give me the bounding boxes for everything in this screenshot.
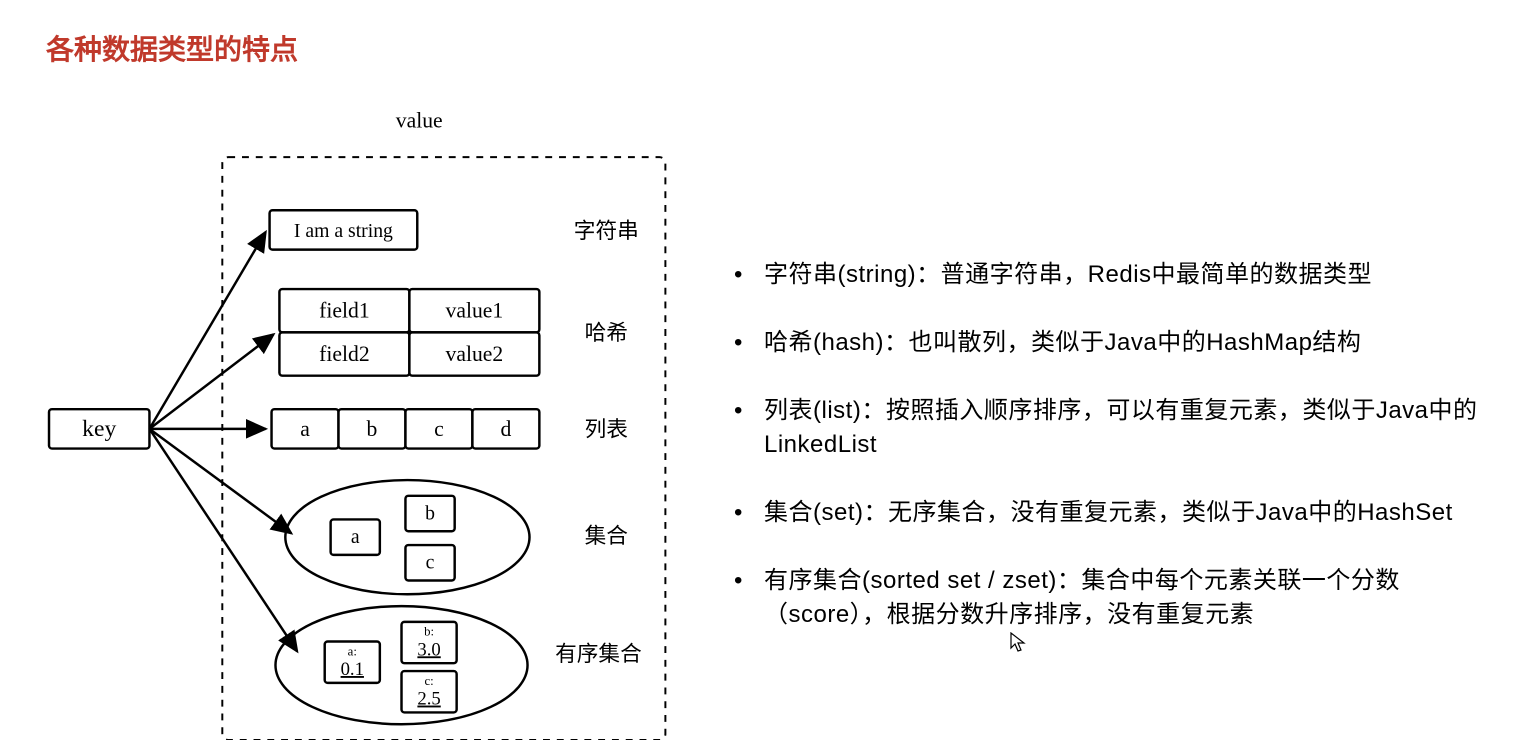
arrow-to-hash bbox=[149, 334, 273, 429]
zset-label-cn: 有序集合 bbox=[555, 642, 642, 666]
zset-members: a: 0.1 b: 3.0 c: 2.5 bbox=[325, 622, 457, 713]
bullet-string: 字符串(string)：普通字符串，Redis中最简单的数据类型 bbox=[720, 258, 1520, 292]
list-cell-c: c bbox=[434, 417, 444, 441]
zset-b-member: b: bbox=[424, 625, 434, 639]
string-label-cn: 字符串 bbox=[574, 219, 639, 243]
hash-value1: value1 bbox=[446, 299, 504, 323]
hash-field2: field2 bbox=[319, 342, 370, 366]
zset-c-member: c: bbox=[424, 674, 433, 688]
arrow-to-string bbox=[149, 232, 265, 429]
bullet-zset: 有序集合(sorted set / zset)：集合中每个元素关联一个分数（sc… bbox=[720, 564, 1520, 632]
bullet-hash: 哈希(hash)：也叫散列，类似于Java中的HashMap结构 bbox=[720, 326, 1520, 360]
list-cell-b: b bbox=[367, 417, 378, 441]
hash-value2: value2 bbox=[446, 342, 504, 366]
set-member-b: b bbox=[425, 502, 435, 524]
bullet-set: 集合(set)：无序集合，没有重复元素，类似于Java中的HashSet bbox=[720, 496, 1520, 530]
hash-table: field1 value1 field2 value2 bbox=[279, 289, 539, 376]
hash-field1: field1 bbox=[319, 299, 370, 323]
hash-label-cn: 哈希 bbox=[585, 321, 628, 345]
page-title: 各种数据类型的特点 bbox=[46, 28, 298, 68]
key-label: key bbox=[82, 416, 116, 442]
bullet-list: 列表(list)：按照插入顺序排序，可以有重复元素，类似于Java中的Linke… bbox=[720, 394, 1520, 462]
list-row: a b c d bbox=[272, 409, 540, 448]
set-member-c: c bbox=[426, 552, 435, 574]
type-descriptions: 字符串(string)：普通字符串，Redis中最简单的数据类型 哈希(hash… bbox=[720, 258, 1520, 666]
set-members: a b c bbox=[331, 496, 455, 581]
list-cell-d: d bbox=[500, 417, 511, 441]
zset-a-member: a: bbox=[348, 644, 357, 658]
zset-c-score: 2.5 bbox=[417, 689, 440, 710]
redis-types-diagram: value key I am a string 字符串 field1 value… bbox=[40, 100, 700, 740]
set-member-a: a bbox=[351, 526, 360, 548]
set-label-cn: 集合 bbox=[585, 524, 628, 548]
list-cell-a: a bbox=[300, 417, 310, 441]
zset-b-score: 3.0 bbox=[417, 639, 440, 660]
string-content: I am a string bbox=[294, 220, 393, 242]
arrow-to-set bbox=[149, 429, 291, 533]
zset-a-score: 0.1 bbox=[341, 659, 364, 680]
list-label-cn: 列表 bbox=[585, 418, 628, 442]
value-heading: value bbox=[396, 109, 443, 133]
